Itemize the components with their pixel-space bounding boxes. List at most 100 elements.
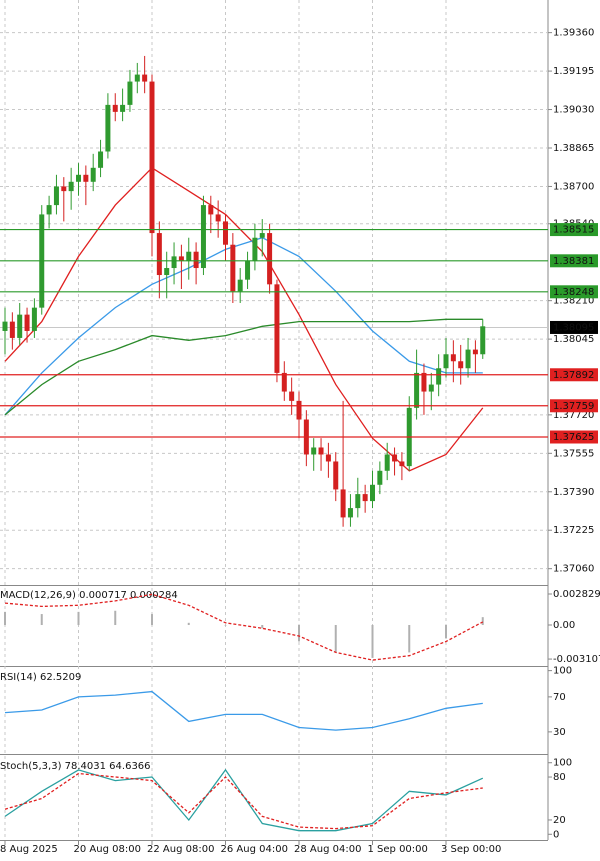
candle-body — [31, 307, 37, 331]
candle-body — [245, 261, 251, 280]
y-tick-label: 1.39030 — [553, 105, 594, 116]
histogram-bar — [224, 625, 227, 626]
candle-body — [259, 233, 265, 238]
level-label: 1.37759 — [553, 401, 594, 412]
candle-body — [9, 321, 15, 338]
candle-body — [355, 494, 361, 509]
y-tick-label: 1.37060 — [553, 564, 594, 575]
candle-body — [436, 368, 442, 385]
y-tick-label: 1.39195 — [553, 66, 594, 77]
candle-body — [171, 256, 177, 269]
candle-body — [83, 174, 89, 182]
y-tick-label: 100 — [553, 758, 572, 769]
candle-body — [399, 461, 405, 467]
candle-body — [24, 314, 30, 331]
x-tick-label: 20 Aug 08:00 — [74, 844, 141, 855]
candle-body — [325, 454, 331, 462]
level-label: 1.38248 — [553, 287, 594, 298]
candle-body — [274, 284, 280, 373]
candle-body — [127, 81, 133, 105]
candle-body — [370, 484, 375, 502]
histogram-bar — [445, 625, 447, 639]
candle-body — [267, 233, 273, 285]
current-price-label: 1.38095 — [553, 322, 594, 333]
level-label-box — [550, 399, 598, 413]
y-tick-label: 1.39360 — [553, 28, 594, 39]
histogram-bar — [298, 625, 300, 642]
indicator-line — [4, 236, 483, 416]
histogram-bar — [408, 625, 411, 653]
candle-body — [149, 81, 155, 234]
panel-title: RSI(14) 62.5209 — [0, 672, 81, 683]
y-tick-label: 80 — [553, 772, 566, 783]
histogram-bar — [114, 610, 117, 626]
histogram-bar — [151, 614, 153, 626]
candle-body — [53, 186, 59, 206]
y-tick-label: 1.37720 — [553, 410, 594, 421]
candle-body — [289, 391, 295, 401]
candle-body — [318, 447, 324, 455]
histogram-bar — [481, 617, 484, 626]
x-tick-label: 1 Sep 00:00 — [368, 844, 428, 855]
level-label: 1.37892 — [553, 370, 594, 381]
y-tick-label: 1.38045 — [553, 334, 594, 345]
candle-body — [90, 167, 96, 182]
candle-body — [17, 314, 23, 338]
y-tick-label: 1.37390 — [553, 487, 594, 498]
x-tick-label: 3 Sep 00:00 — [441, 844, 501, 855]
indicator-line — [4, 690, 483, 731]
level-label-box — [550, 430, 598, 444]
level-label-box — [550, 285, 598, 299]
histogram-bar — [187, 622, 190, 626]
x-tick-label: 28 Aug 04:00 — [294, 844, 361, 855]
histogram-bar — [371, 625, 374, 658]
candle-body — [98, 151, 104, 168]
candle-body — [465, 349, 471, 369]
candle-body — [414, 372, 420, 408]
indicator-line — [4, 318, 483, 416]
candle-body — [200, 205, 206, 269]
panel-title: Stoch(5,3,3) 78.4031 64.6366 — [0, 761, 151, 772]
y-tick-label: 1.38700 — [553, 181, 594, 192]
x-tick-label: 26 Aug 04:00 — [221, 844, 288, 855]
candle-body — [156, 233, 162, 276]
panel-title: MACD(12,26,9) 0.000717 0.000284 — [0, 590, 178, 601]
candle-body — [223, 221, 228, 245]
candle-body — [421, 372, 427, 392]
current-price-box — [550, 320, 598, 334]
candle-body — [164, 268, 170, 276]
level-label: 1.38381 — [553, 256, 594, 267]
candle-body — [428, 384, 434, 392]
level-label: 1.38515 — [553, 225, 594, 236]
candle-body — [186, 251, 192, 262]
candle-body — [252, 237, 258, 262]
y-tick-label: 0.00 — [553, 620, 575, 631]
candle-body — [443, 354, 449, 369]
y-tick-label: 100 — [553, 666, 572, 677]
histogram-bar — [334, 625, 337, 653]
indicator-line — [4, 593, 484, 661]
level-label-box — [550, 223, 598, 237]
candle-body — [112, 104, 118, 112]
candle-body — [215, 214, 221, 222]
candle-body — [178, 256, 184, 262]
candle-body — [208, 205, 214, 215]
candle-body — [362, 494, 368, 502]
y-tick-label: -0.003107 — [553, 654, 600, 665]
candle-body — [105, 104, 111, 152]
level-label-box — [550, 254, 598, 268]
histogram-bar — [77, 611, 80, 626]
candle-body — [472, 349, 478, 355]
candle-body — [120, 104, 126, 112]
level-label-box — [550, 368, 598, 382]
candle-body — [296, 400, 302, 420]
candle-body — [458, 361, 464, 369]
x-tick-label: 22 Aug 08:00 — [147, 844, 214, 855]
y-tick-label: 0.002829 — [553, 589, 600, 600]
candle-body — [480, 326, 486, 355]
candle-body — [61, 186, 67, 192]
x-tick-label: 8 Aug 2025 — [0, 844, 58, 855]
level-label: 1.37625 — [553, 432, 594, 443]
candle-body — [134, 74, 140, 82]
